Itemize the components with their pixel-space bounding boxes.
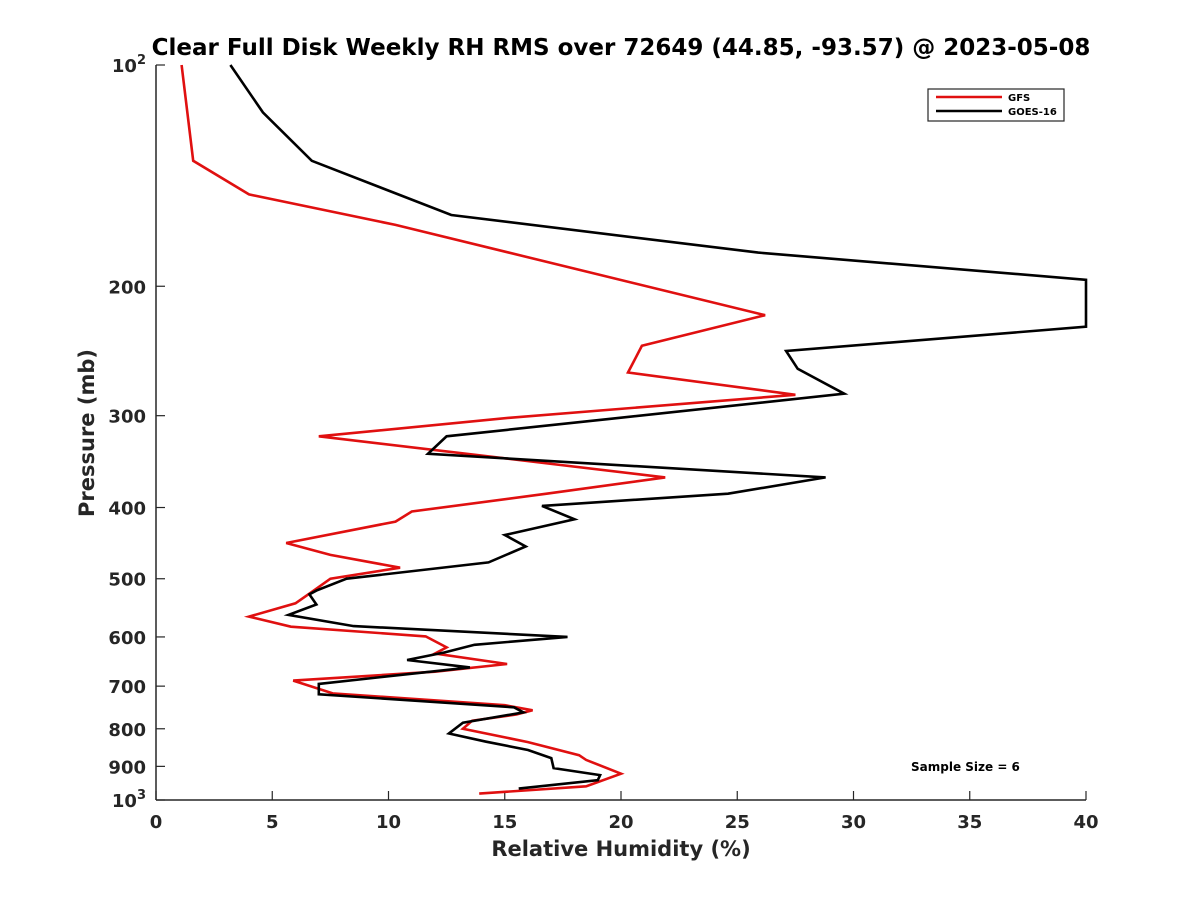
- x-tick-label: 35: [957, 812, 982, 833]
- legend: GFS GOES-16: [927, 88, 1065, 122]
- x-tick-label: 40: [1073, 812, 1098, 833]
- x-tick-label: 10: [376, 812, 401, 833]
- x-axis-label: Relative Humidity (%): [491, 837, 750, 861]
- x-tick-label: 15: [492, 812, 517, 833]
- x-tick-label: 20: [608, 812, 633, 833]
- legend-label-goes16: GOES-16: [1008, 107, 1057, 118]
- y-tick-label: 200: [108, 277, 146, 298]
- y-tick-label: 300: [108, 407, 146, 428]
- y-tick-label: 500: [108, 570, 146, 591]
- y-tick-label: 400: [108, 499, 146, 520]
- x-ticks: 0 5 10 15 20 25 30 35 40: [150, 791, 1099, 833]
- y-tick-label: 900: [108, 757, 146, 778]
- chart-title: Clear Full Disk Weekly RH RMS over 72649…: [152, 35, 1091, 61]
- y-tick-base: 10: [112, 56, 137, 77]
- sample-size-annotation: Sample Size = 6: [911, 760, 1020, 774]
- y-tick-label: 103: [112, 788, 146, 812]
- y-tick-label: 800: [108, 720, 146, 741]
- plot-area: [156, 65, 1086, 800]
- series-layer: [180, 64, 1088, 795]
- y-tick-base: 10: [112, 791, 137, 812]
- y-tick-label: 700: [108, 677, 146, 698]
- series-line-goes16: [229, 64, 1088, 790]
- series-line-gfs: [180, 64, 796, 795]
- y-tick-exponent: 3: [137, 788, 146, 803]
- y-tick-label: 102: [112, 53, 146, 77]
- x-tick-label: 0: [150, 812, 163, 833]
- y-tick-exponent: 2: [137, 53, 146, 68]
- x-tick-label: 30: [841, 812, 866, 833]
- legend-box: [927, 88, 1065, 122]
- y-axis-label: Pressure (mb): [75, 349, 99, 517]
- y-tick-label: 600: [108, 628, 146, 649]
- x-tick-label: 25: [725, 812, 750, 833]
- legend-label-gfs: GFS: [1008, 93, 1030, 104]
- x-tick-label: 5: [266, 812, 279, 833]
